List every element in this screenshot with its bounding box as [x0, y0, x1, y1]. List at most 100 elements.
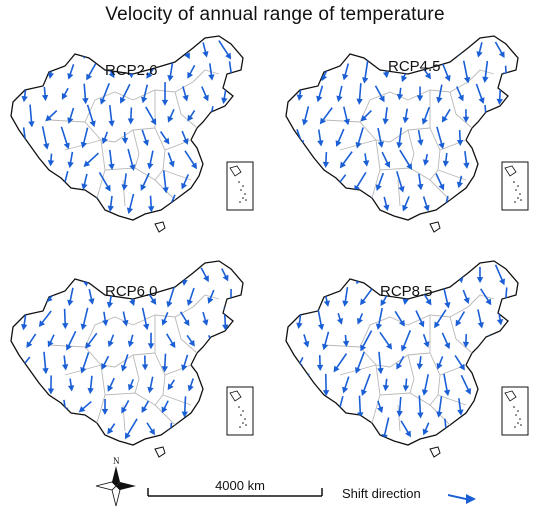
shift-arrow — [357, 313, 364, 325]
shift-arrow — [18, 175, 33, 189]
shift-arrow — [422, 153, 430, 166]
shift-arrow — [436, 84, 443, 104]
shift-arrow — [181, 130, 189, 145]
shift-arrow — [119, 39, 131, 61]
shift-arrow — [495, 353, 504, 373]
shift-arrow — [397, 266, 404, 284]
map-panel-rcp60: RCP6.0 — [5, 255, 275, 485]
shift-arrow — [317, 397, 324, 417]
shift-arrow — [221, 356, 229, 370]
shift-arrow — [227, 333, 235, 349]
shift-arrow — [316, 355, 324, 371]
shift-arrow — [17, 40, 34, 59]
shift-arrow — [436, 396, 443, 418]
shift-arrow — [342, 422, 351, 436]
shift-arrow — [167, 62, 174, 82]
shift-arrow — [107, 334, 115, 348]
shift-arrow — [479, 288, 492, 306]
province-boundary — [449, 91, 473, 129]
shift-arrow — [302, 195, 309, 213]
shift-arrow — [319, 107, 333, 125]
shift-arrow — [82, 83, 89, 105]
china-map — [10, 260, 254, 458]
shift-arrow — [381, 151, 391, 168]
shift-arrow — [67, 378, 75, 392]
province-boundary — [154, 374, 166, 406]
shift-arrow — [66, 330, 77, 351]
shift-arrow — [394, 310, 405, 327]
shift-arrow — [400, 330, 412, 352]
shift-arrow — [202, 172, 209, 192]
shift-arrow — [60, 44, 71, 55]
shift-arrow — [61, 87, 69, 100]
shift-arrow — [218, 127, 231, 149]
shift-arrow — [107, 423, 116, 435]
north-arrow-icon: N — [95, 456, 136, 507]
shift-arrow — [21, 396, 28, 418]
province-boundary — [174, 91, 198, 129]
shift-arrow — [67, 151, 74, 169]
province-boundary — [379, 167, 451, 201]
country-outline — [285, 35, 519, 221]
shift-arrow — [476, 42, 483, 58]
shift-arrow — [127, 107, 135, 125]
shift-arrow — [303, 334, 310, 348]
shift-arrow — [316, 174, 325, 190]
shift-arrow — [147, 195, 155, 213]
shift-arrow — [102, 311, 109, 327]
shift-arrow — [99, 83, 110, 105]
shift-arrow — [141, 307, 150, 331]
shift-arrow — [376, 39, 384, 61]
shift-arrow — [46, 291, 57, 303]
shift-arrow — [162, 170, 169, 194]
shift-arrow — [147, 150, 154, 170]
shift-arrow — [161, 82, 169, 106]
province-boundary — [192, 69, 220, 83]
shift-arrow — [127, 334, 134, 348]
shift-arrow — [86, 104, 96, 128]
shift-arrow — [302, 65, 310, 78]
shift-arrow — [417, 129, 424, 146]
shift-arrow — [476, 357, 484, 369]
scenario-label: RCP6.0 — [105, 283, 158, 300]
shift-arrow — [455, 311, 466, 327]
shift-arrow — [208, 63, 215, 81]
shift-arrow — [186, 334, 195, 347]
shift-arrow — [84, 197, 98, 211]
shift-arrow — [361, 373, 371, 396]
shift-arrow — [460, 374, 471, 395]
shift-arrow — [121, 354, 129, 372]
shift-arrow — [207, 154, 215, 166]
shift-arrow — [336, 313, 344, 325]
shift-arrow — [302, 419, 310, 439]
shift-arrow — [165, 333, 176, 349]
shift-arrow — [319, 420, 333, 437]
shift-arrow — [336, 43, 344, 57]
shift-arrow — [396, 127, 403, 149]
shift-arrow — [456, 129, 464, 146]
shift-arrow — [61, 355, 69, 371]
shift-arrow — [356, 83, 363, 105]
province-boundary — [429, 149, 441, 181]
shift-arrow — [119, 83, 131, 104]
china-map — [285, 35, 529, 233]
shift-arrow — [101, 355, 110, 370]
shift-arrow — [374, 85, 385, 103]
shift-arrow — [41, 126, 50, 150]
shift-arrow — [494, 264, 505, 286]
legend-label: Shift direction — [342, 486, 421, 501]
shift-arrow — [301, 106, 310, 126]
shift-arrow — [496, 312, 504, 326]
shift-arrow — [402, 108, 409, 124]
shift-arrow — [41, 264, 48, 286]
map-title: Velocity of annual range of temperature — [105, 4, 445, 25]
shift-arrow — [124, 418, 138, 440]
shift-arrow — [61, 308, 69, 330]
shift-arrow — [121, 399, 130, 414]
shift-arrow — [434, 309, 447, 329]
shift-arrow — [221, 268, 229, 282]
shift-arrow — [167, 152, 175, 168]
shift-arrow — [422, 422, 430, 436]
shift-arrow — [362, 153, 370, 167]
shift-arrow — [67, 64, 75, 80]
